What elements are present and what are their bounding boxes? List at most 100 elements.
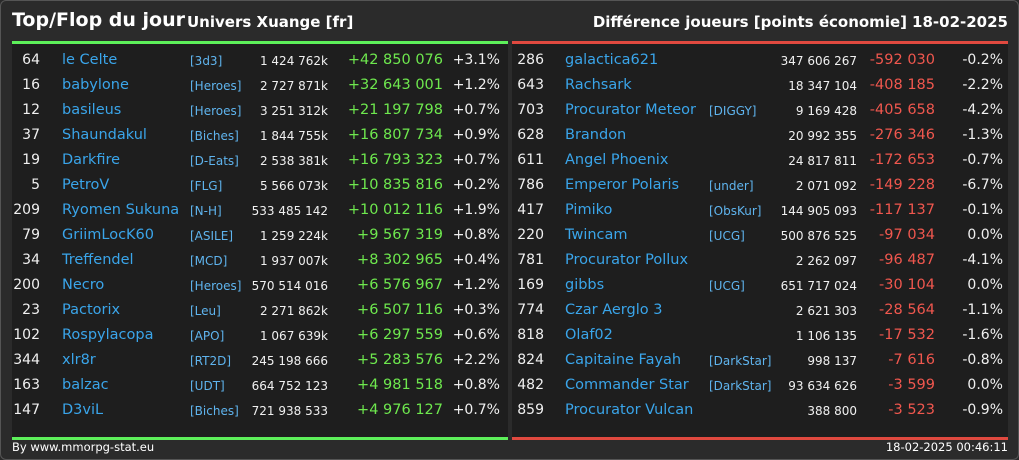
source-link[interactable]: By www.mmorpg-stat.eu xyxy=(12,440,155,454)
percent-change: -1.1% xyxy=(962,302,1003,318)
player-score: 651 717 024 xyxy=(780,279,857,293)
score-difference: +8 302 965 xyxy=(357,252,443,268)
player-name-link[interactable]: Commander Star xyxy=(565,377,689,393)
alliance-tag-link[interactable]: [under] xyxy=(709,179,754,193)
score-difference: -17 532 xyxy=(879,327,935,343)
player-name-link[interactable]: PetroV xyxy=(62,177,110,193)
player-name-link[interactable]: Treffendel xyxy=(62,252,134,268)
alliance-tag-link[interactable]: [Leu] xyxy=(190,304,221,318)
player-row: 344 xlr8r [RT2D] 245 198 666 +5 283 576 +2.2% xyxy=(12,348,508,373)
player-row: 824 Capitaine Fayah [DarkStar] 998 137 -7 61… xyxy=(512,348,1008,373)
date-label: 18-02-2025 xyxy=(912,13,1008,31)
player-name-link[interactable]: Pactorix xyxy=(62,302,121,318)
player-rank: 209 xyxy=(13,202,40,218)
alliance-tag-link[interactable]: [UDT] xyxy=(190,379,225,393)
alliance-tag-link[interactable]: [Biches] xyxy=(190,129,239,143)
player-rank: 37 xyxy=(22,127,40,143)
player-rank: 628 xyxy=(517,127,544,143)
alliance-tag-link[interactable]: [Heroes] xyxy=(190,279,242,293)
alliance-tag-link[interactable]: [D-Eats] xyxy=(190,154,239,168)
alliance-tag-link[interactable]: [MCD] xyxy=(190,254,228,268)
player-name-link[interactable]: Czar Aerglo 3 xyxy=(565,302,663,318)
player-row: 417 Pimiko [ObsKur] 144 905 093 -117 137 -0.1… xyxy=(512,198,1008,223)
player-row: 37 Shaundakul [Biches] 1 844 755k +16 807 73… xyxy=(12,123,508,148)
alliance-tag-link[interactable]: [Heroes] xyxy=(190,104,242,118)
player-name-link[interactable]: Shaundakul xyxy=(62,127,147,143)
player-score: 2 538 381k xyxy=(259,154,328,168)
player-name-link[interactable]: Ryomen Sukuna xyxy=(62,202,180,218)
percent-change: +0.6% xyxy=(452,327,500,343)
player-name-link[interactable]: Procurator Meteor xyxy=(565,102,697,118)
player-row: 643 Rachsark 18 347 104 -408 185 -2.2% xyxy=(512,73,1008,98)
player-score: 20 992 355 xyxy=(788,129,857,143)
alliance-tag-link[interactable]: [UCG] xyxy=(709,229,745,243)
player-name-link[interactable]: D3viL xyxy=(62,402,104,418)
percent-change: +0.3% xyxy=(452,302,500,318)
alliance-tag-link[interactable]: [N-H] xyxy=(190,204,222,218)
player-name-link[interactable]: le Celte xyxy=(62,52,118,68)
player-name-link[interactable]: Rospylacopa xyxy=(62,327,154,343)
player-name-link[interactable]: Darkfire xyxy=(62,152,121,168)
alliance-tag-link[interactable]: [UCG] xyxy=(709,279,745,293)
percent-change: 0.0% xyxy=(967,227,1003,243)
player-rank: 16 xyxy=(22,77,40,93)
player-name-link[interactable]: Olaf02 xyxy=(565,327,613,343)
player-row: 19 Darkfire [D-Eats] 2 538 381k +16 793 323 +… xyxy=(12,148,508,173)
alliance-tag-link[interactable]: [Heroes] xyxy=(190,79,242,93)
player-rank: 703 xyxy=(517,102,544,118)
player-row: 209 Ryomen Sukuna [N-H] 533 485 142 +10 012 … xyxy=(12,198,508,223)
player-name-link[interactable]: Necro xyxy=(62,277,105,293)
player-row: 34 Treffendel [MCD] 1 937 007k +8 302 965 +0.… xyxy=(12,248,508,273)
player-name-link[interactable]: Emperor Polaris xyxy=(565,177,680,193)
player-score: 1 424 762k xyxy=(259,54,328,68)
alliance-tag-link[interactable]: [RT2D] xyxy=(190,354,232,368)
player-row: 482 Commander Star [DarkStar] 93 634 626 -3 … xyxy=(512,373,1008,398)
score-difference: -117 137 xyxy=(869,202,935,218)
player-name-link[interactable]: Brandon xyxy=(565,127,627,143)
player-score: 2 262 097 xyxy=(795,254,857,268)
percent-change: +0.7% xyxy=(452,102,500,118)
player-name-link[interactable]: xlr8r xyxy=(62,352,96,368)
alliance-tag-link[interactable]: [DarkStar] xyxy=(709,379,772,393)
player-rank: 23 xyxy=(22,302,40,318)
player-rank: 786 xyxy=(517,177,544,193)
player-name-link[interactable]: Twincam xyxy=(565,227,628,243)
player-name-link[interactable]: gibbs xyxy=(565,277,605,293)
alliance-tag-link[interactable]: [APO] xyxy=(190,329,225,343)
player-name-link[interactable]: Pimiko xyxy=(565,202,613,218)
player-name-link[interactable]: GriimLocK60 xyxy=(62,227,155,243)
alliance-tag-link[interactable]: [Biches] xyxy=(190,404,239,418)
player-rank: 781 xyxy=(517,252,544,268)
percent-change: -4.1% xyxy=(962,252,1003,268)
player-name-link[interactable]: Rachsark xyxy=(565,77,632,93)
player-score: 388 800 xyxy=(807,404,857,418)
percent-change: +0.7% xyxy=(452,152,500,168)
player-name-link[interactable]: galactica621 xyxy=(565,52,659,68)
alliance-tag-link[interactable]: [DarkStar] xyxy=(709,354,772,368)
player-row: 23 Pactorix [Leu] 2 271 862k +6 507 116 +0.3% xyxy=(12,298,508,323)
player-name-link[interactable]: Procurator Pollux xyxy=(565,252,689,268)
player-name-link[interactable]: Angel Phoenix xyxy=(565,152,669,168)
player-rank: 824 xyxy=(517,352,544,368)
percent-change: +1.9% xyxy=(452,202,500,218)
player-name-link[interactable]: basileus xyxy=(62,102,122,118)
alliance-tag-link[interactable]: [FLG] xyxy=(190,179,223,193)
player-rank: 102 xyxy=(13,327,40,343)
top-players-panel: 64 le Celte [3d3] 1 424 762k +42 850 076 +3.1… xyxy=(12,41,508,440)
player-score: 347 606 267 xyxy=(780,54,857,68)
player-score: 1 937 007k xyxy=(259,254,328,268)
player-name-link[interactable]: babylone xyxy=(62,77,129,93)
player-name-link[interactable]: balzac xyxy=(62,377,109,393)
player-score: 721 938 533 xyxy=(251,404,328,418)
player-score: 18 347 104 xyxy=(788,79,857,93)
player-score: 998 137 xyxy=(807,354,857,368)
player-score: 9 169 428 xyxy=(795,104,857,118)
player-score: 1 844 755k xyxy=(259,129,328,143)
alliance-tag-link[interactable]: [ASILE] xyxy=(190,229,233,243)
alliance-tag-link[interactable]: [DIGGY] xyxy=(709,104,757,118)
alliance-tag-link[interactable]: [ObsKur] xyxy=(709,204,762,218)
alliance-tag-link[interactable]: [3d3] xyxy=(190,54,223,68)
player-name-link[interactable]: Capitaine Fayah xyxy=(565,352,682,368)
player-name-link[interactable]: Procurator Vulcan xyxy=(565,402,694,418)
percent-change: 0.0% xyxy=(967,377,1003,393)
